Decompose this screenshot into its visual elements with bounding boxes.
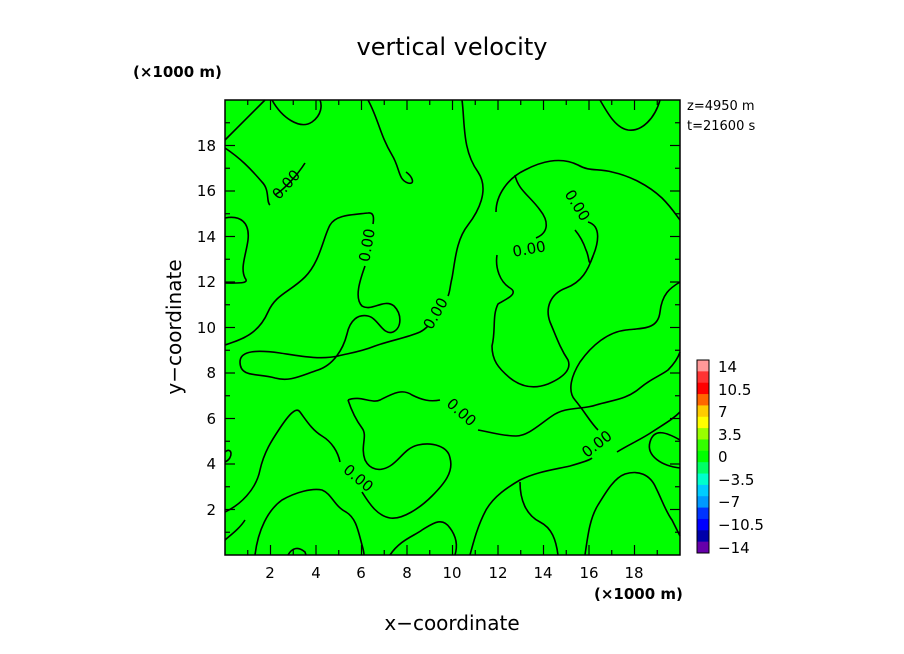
- colorbar-label: −10.5: [718, 516, 764, 534]
- y-tick-label: 8: [206, 364, 216, 382]
- time-info: t=21600 s: [687, 119, 755, 134]
- y-tick-label: 4: [206, 455, 216, 473]
- colorbar-swatch: [697, 360, 709, 372]
- contour-line: [469, 457, 593, 556]
- contour-label: 0.00: [355, 227, 379, 263]
- contour-line: [224, 212, 375, 346]
- level-info: z=4950 m: [687, 99, 755, 114]
- contour-label: 0.00: [511, 237, 547, 261]
- contour-line: [514, 174, 548, 239]
- colorbar-swatch: [697, 484, 709, 497]
- contour-line: [389, 520, 458, 556]
- colorbar-swatch: [697, 530, 709, 543]
- colorbar-label: 10.5: [718, 381, 751, 399]
- contour-line: [570, 281, 681, 431]
- y-axis-label: y−coordinate: [162, 259, 186, 394]
- x-unit-label: (×1000 m): [594, 585, 683, 603]
- y-tick-label: 14: [197, 228, 216, 246]
- colorbar-labels: 14 10.5 7 3.5 0 −3.5 −7 −10.5 −14: [718, 358, 764, 557]
- colorbar-swatch: [697, 496, 709, 509]
- x-tick-label: 8: [402, 564, 412, 582]
- contour-line: [271, 99, 322, 126]
- x-tick-label: 16: [579, 564, 598, 582]
- contour-line: [287, 547, 307, 556]
- contour-line: [495, 159, 681, 221]
- colorbar-swatch: [697, 439, 709, 452]
- x-tick-label: 12: [488, 564, 507, 582]
- contour-lines: [224, 99, 681, 556]
- x-tick-label: 14: [533, 564, 552, 582]
- colorbar-frame: [696, 359, 710, 554]
- colorbar-label: −14: [718, 539, 750, 557]
- colorbar-swatch: [697, 473, 709, 486]
- x-tick-label: 2: [265, 564, 275, 582]
- colorbar-swatch: [697, 382, 709, 395]
- colorbar-swatch: [697, 518, 709, 531]
- contour-line: [254, 488, 365, 556]
- contour-line: [224, 99, 266, 141]
- y-tick-labels: 2 4 6 8 10 12 14 16 18: [197, 137, 216, 519]
- colorbar-swatch: [697, 507, 709, 520]
- colorbar: [696, 359, 710, 554]
- colorbar-swatch: [697, 394, 709, 406]
- contour-line: [224, 216, 250, 284]
- contour-line: [519, 481, 559, 556]
- contour-line: [224, 409, 341, 513]
- contour-line: [224, 449, 232, 463]
- contour-line: [599, 99, 661, 131]
- x-tick-label: 10: [442, 564, 461, 582]
- colorbar-label: 7: [718, 403, 728, 421]
- y-tick-label: 18: [197, 137, 216, 155]
- colorbar-swatch: [697, 428, 709, 440]
- colorbar-swatch: [697, 462, 709, 475]
- contour-line: [239, 265, 429, 381]
- contour-line: [584, 471, 681, 556]
- contour-line: [648, 431, 681, 469]
- colorbar-swatch: [697, 405, 709, 418]
- y-unit-label: (×1000 m): [133, 63, 222, 81]
- contour-line: [447, 99, 484, 297]
- x-tick-label: 18: [624, 564, 643, 582]
- y-tick-label: 16: [197, 182, 216, 200]
- colorbar-label: 3.5: [718, 426, 742, 444]
- contour-line: [224, 519, 246, 541]
- colorbar-label: −7: [718, 493, 740, 511]
- contour-line: [274, 162, 306, 196]
- colorbar-swatch: [697, 371, 709, 384]
- colorbar-label: 14: [718, 358, 737, 376]
- colorbar-label: −3.5: [718, 471, 754, 489]
- x-tick-label: 4: [311, 564, 321, 582]
- x-tick-label: 6: [356, 564, 366, 582]
- colorbar-label: 0: [718, 448, 728, 466]
- colorbar-swatch: [697, 416, 709, 429]
- y-tick-label: 2: [206, 501, 216, 519]
- colorbar-swatch: [697, 541, 709, 554]
- contour-line: [574, 229, 594, 264]
- contour-line: [347, 399, 452, 519]
- contour-line: [491, 221, 599, 388]
- x-axis-label: x−coordinate: [384, 611, 519, 635]
- contour-line: [224, 147, 271, 206]
- contour-line: [477, 351, 681, 437]
- y-tick-label: 10: [197, 319, 216, 337]
- x-tick-labels: 2 4 6 8 10 12 14 16 18: [265, 564, 643, 582]
- contour-line: [367, 99, 414, 185]
- contour-line: [347, 391, 441, 402]
- y-tick-label: 6: [206, 410, 216, 428]
- axis-ticks: [225, 100, 680, 555]
- chart-title: vertical velocity: [357, 33, 548, 61]
- colorbar-swatch: [697, 450, 709, 463]
- y-tick-label: 12: [197, 273, 216, 291]
- plot-area: [225, 100, 680, 555]
